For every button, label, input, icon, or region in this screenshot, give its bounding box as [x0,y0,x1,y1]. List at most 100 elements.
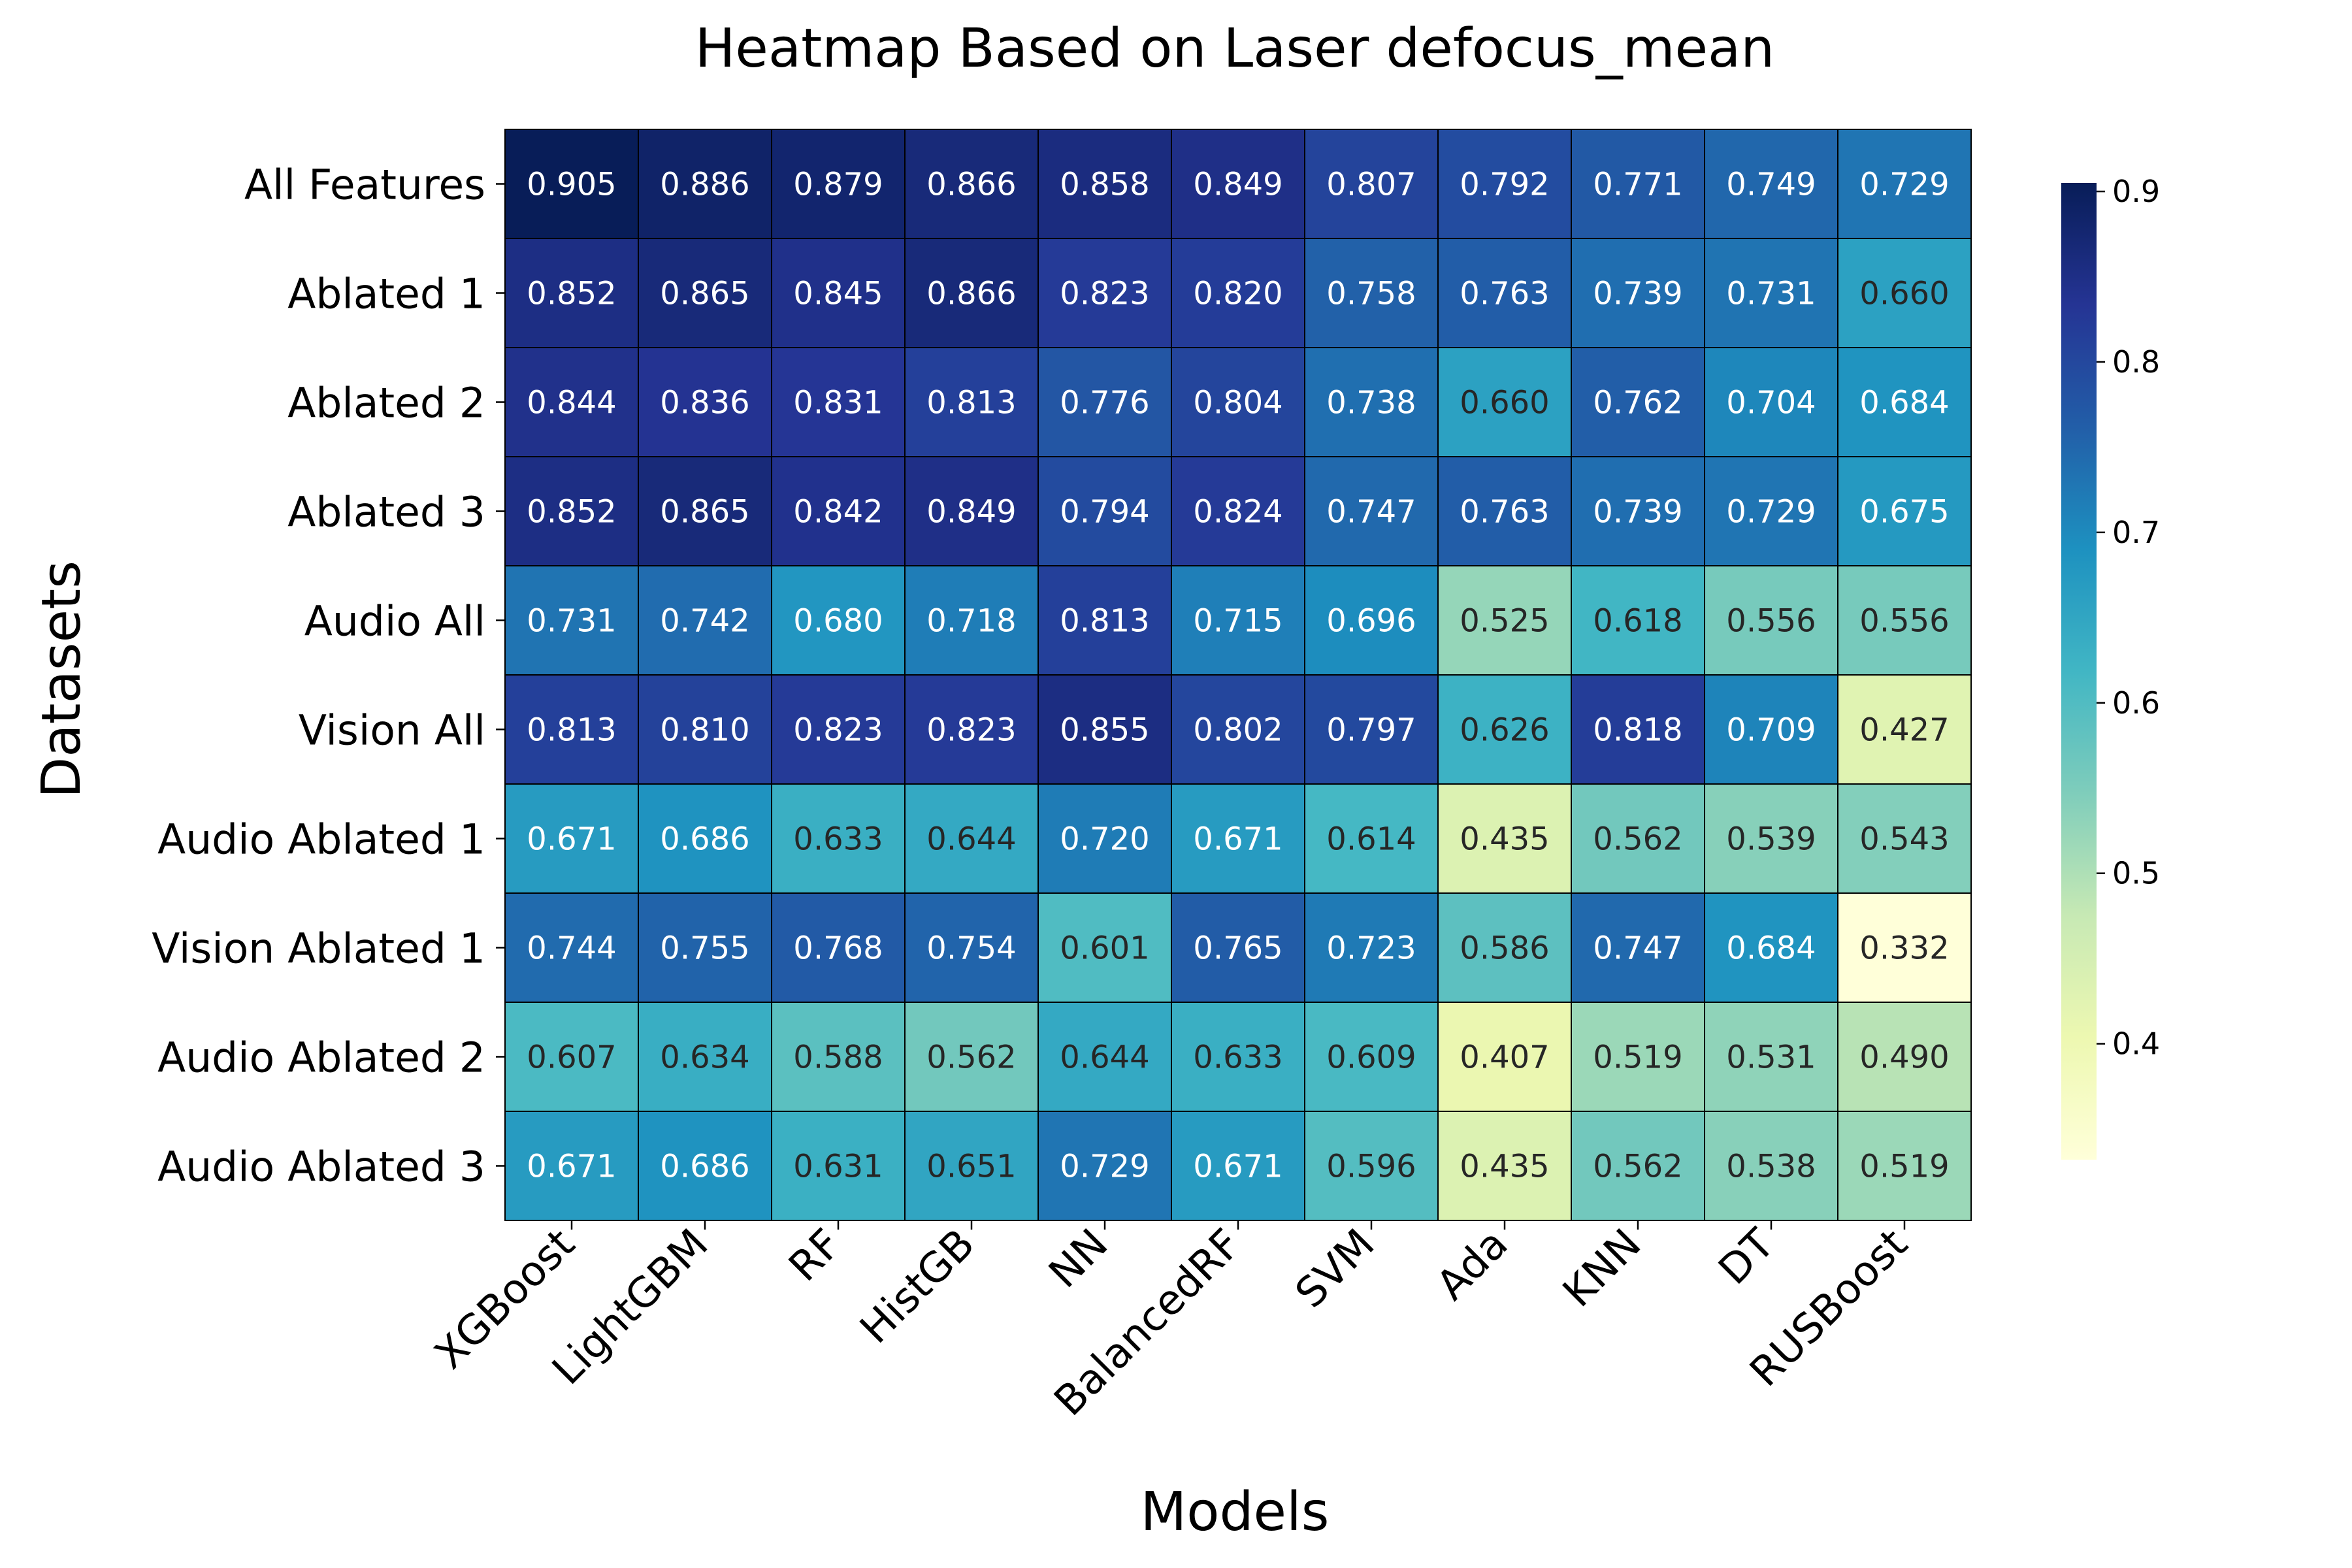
cell-value-label: 0.739 [1593,494,1682,531]
colorbar-tick-label: 0.9 [2112,174,2160,209]
y-tick-label: Ablated 1 [287,270,485,318]
cell-value-label: 0.852 [527,494,616,531]
cell-value-label: 0.794 [1060,494,1149,531]
cell-value-label: 0.538 [1726,1149,1816,1185]
heatmap-cell [1304,892,1439,1003]
heatmap-cell [771,1002,906,1112]
cell-value-label: 0.818 [1593,712,1682,749]
cell-value-label: 0.519 [1859,1149,1949,1185]
heatmap-cell [638,783,772,894]
cell-value-label: 0.686 [660,1149,749,1185]
cell-value-label: 0.747 [1326,494,1416,531]
cell-value-label: 0.768 [793,930,883,967]
cell-value-label: 0.792 [1460,167,1549,203]
heatmap-cell [638,129,772,239]
colorbar-tick-label: 0.7 [2112,515,2160,550]
y-tick-label: Audio Ablated 1 [157,816,485,864]
cell-value-label: 0.866 [926,276,1016,312]
cell-value-label: 0.660 [1859,276,1949,312]
heatmap-cell [504,238,639,348]
cell-value-label: 0.820 [1193,276,1282,312]
cell-value-label: 0.845 [793,276,883,312]
heatmap-cell [1437,1002,1572,1112]
heatmap-cell [1304,1111,1439,1221]
cell-value-label: 0.755 [660,930,749,967]
cell-value-label: 0.723 [1326,930,1416,967]
heatmap-cell [904,456,1039,566]
heatmap-cell [504,1002,639,1112]
heatmap-cell [904,1002,1039,1112]
cell-value-label: 0.704 [1726,385,1816,421]
heatmap-cell [1304,456,1439,566]
cell-value-label: 0.886 [660,167,749,203]
heatmap-cell [504,565,639,676]
cell-value-label: 0.842 [793,494,883,531]
cell-value-label: 0.519 [1593,1039,1682,1076]
cell-value-label: 0.765 [1193,930,1282,967]
cell-value-label: 0.744 [527,930,616,967]
heatmap-cell [1037,347,1172,457]
heatmap-cell [1704,892,1838,1003]
heatmap-cell [504,892,639,1003]
cell-value-label: 0.634 [660,1039,749,1076]
heatmap-cell [1304,565,1439,676]
colorbar-gradient [2061,183,2097,1160]
heatmap-cell [1437,1111,1572,1221]
cell-value-label: 0.626 [1460,712,1549,749]
cell-value-label: 0.823 [1060,276,1149,312]
cell-value-label: 0.804 [1193,385,1282,421]
x-tick-label: KNN [1554,1220,1650,1316]
heatmap-cell [1171,1002,1305,1112]
colorbar-tick-label: 0.5 [2112,856,2160,891]
cell-value-label: 0.771 [1593,167,1682,203]
heatmap-cell [771,129,906,239]
cell-value-label: 0.802 [1193,712,1282,749]
cell-value-label: 0.810 [660,712,749,749]
cell-value-label: 0.758 [1326,276,1416,312]
heatmap-cell [1171,565,1305,676]
cell-value-label: 0.680 [793,603,883,640]
cell-value-label: 0.852 [527,276,616,312]
cell-value-label: 0.588 [793,1039,883,1076]
heatmap-cell [1437,129,1572,239]
cell-value-label: 0.747 [1593,930,1682,967]
heatmap-cell [1571,892,1705,1003]
cell-value-label: 0.525 [1460,603,1549,640]
cell-value-label: 0.729 [1060,1149,1149,1185]
cell-value-label: 0.490 [1859,1039,1949,1076]
x-tick-label: RF [779,1220,850,1290]
heatmap-cell [504,783,639,894]
cell-value-label: 0.813 [926,385,1016,421]
heatmap-cell [1571,783,1705,894]
heatmap-cell [1037,565,1172,676]
x-tick-label: SVM [1286,1220,1384,1317]
cell-value-label: 0.671 [527,1149,616,1185]
heatmap-cell [504,347,639,457]
heatmap-cell [638,565,772,676]
heatmap-cell [1571,347,1705,457]
heatmap-cell [1437,892,1572,1003]
cell-value-label: 0.797 [1326,712,1416,749]
cell-value-label: 0.633 [1193,1039,1282,1076]
heatmap-cell [1171,1111,1305,1221]
heatmap-cell [1171,456,1305,566]
cell-value-label: 0.644 [1060,1039,1149,1076]
cell-value-label: 0.332 [1859,930,1949,967]
cell-value-label: 0.738 [1326,385,1416,421]
cell-value-label: 0.601 [1060,930,1149,967]
cell-value-label: 0.776 [1060,385,1149,421]
heatmap-cell [904,129,1039,239]
heatmap-cell [1437,783,1572,894]
cell-value-label: 0.675 [1859,494,1949,531]
cell-value-label: 0.807 [1326,167,1416,203]
cell-value-label: 0.824 [1193,494,1282,531]
cell-value-label: 0.660 [1460,385,1549,421]
heatmap-cell [1704,129,1838,239]
cell-value-label: 0.813 [1060,603,1149,640]
cell-value-label: 0.596 [1326,1149,1416,1185]
cell-value-label: 0.729 [1859,167,1949,203]
colorbar-tick-label: 0.6 [2112,685,2160,721]
colorbar-tick-label: 0.8 [2112,344,2160,380]
cell-value-label: 0.556 [1859,603,1949,640]
